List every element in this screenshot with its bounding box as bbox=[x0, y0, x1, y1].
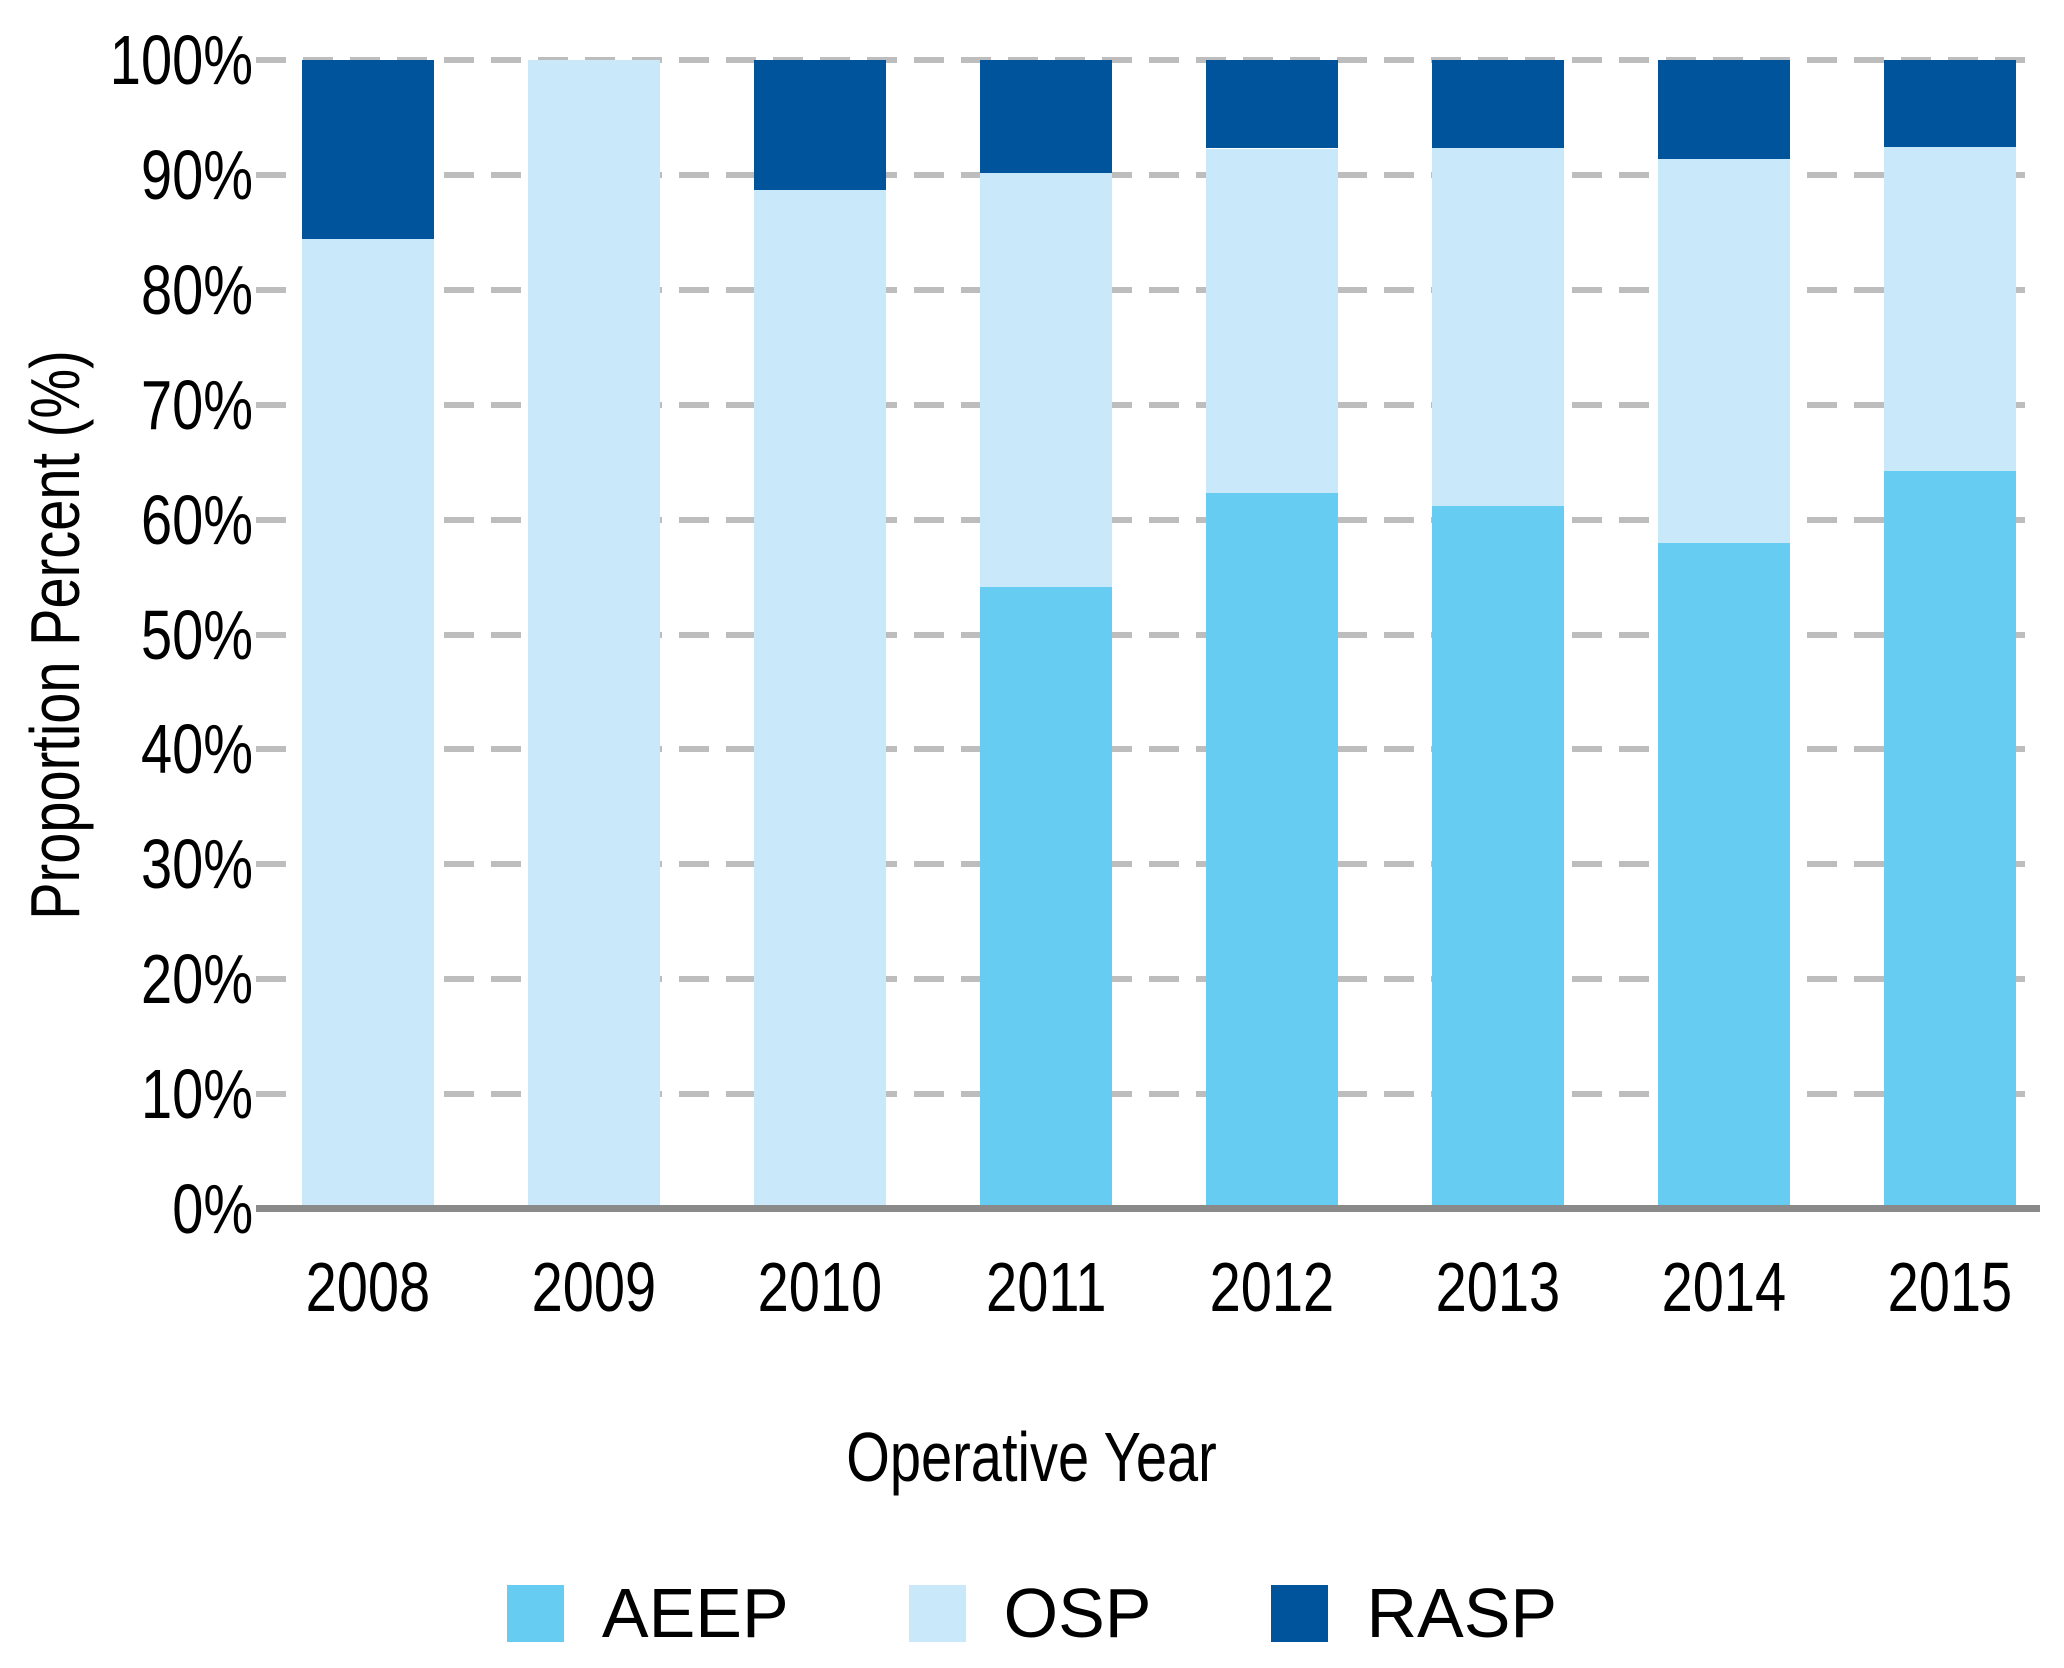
bar-segment-2015-RASP bbox=[1884, 60, 2016, 148]
bar-2015 bbox=[1884, 60, 2016, 1209]
gridline-100 bbox=[256, 57, 2040, 63]
y-tick-label-80: 80% bbox=[140, 250, 253, 329]
bar-segment-2011-RASP bbox=[980, 60, 1112, 173]
bar-2009 bbox=[528, 60, 660, 1209]
y-tick-label-20: 20% bbox=[140, 940, 253, 1019]
x-axis-title-text: Operative Year bbox=[846, 1418, 1218, 1496]
x-tick-label-2010: 2010 bbox=[757, 1248, 883, 1326]
bar-2011 bbox=[980, 60, 1112, 1209]
y-tick-label-90: 90% bbox=[140, 135, 253, 214]
bar-segment-2013-AEEP bbox=[1432, 505, 1564, 1209]
legend: AEEP OSP RASP bbox=[0, 1578, 2064, 1648]
x-tick-label-2013: 2013 bbox=[1435, 1248, 1561, 1326]
bar-2014 bbox=[1658, 60, 1790, 1209]
y-tick-label-40: 40% bbox=[140, 710, 253, 789]
legend-label-AEEP: AEEP bbox=[601, 1574, 789, 1652]
bar-2012 bbox=[1206, 60, 1338, 1209]
gridline-50 bbox=[256, 631, 2040, 638]
x-tick-label-2011: 2011 bbox=[985, 1248, 1107, 1326]
x-tick-label-2015: 2015 bbox=[1887, 1248, 2013, 1326]
legend-label-OSP: OSP bbox=[1003, 1574, 1152, 1652]
legend-item-OSP: OSP bbox=[908, 1574, 1152, 1652]
gridline-70 bbox=[256, 401, 2040, 408]
bar-segment-2012-AEEP bbox=[1206, 493, 1338, 1209]
bar-2013 bbox=[1432, 60, 1564, 1209]
y-tick-label-70: 70% bbox=[140, 365, 253, 444]
bar-segment-2008-RASP bbox=[302, 60, 434, 240]
plot-area bbox=[256, 57, 2040, 1212]
x-tick-label-2009: 2009 bbox=[531, 1248, 657, 1326]
y-tick-label-50: 50% bbox=[140, 595, 253, 674]
bar-segment-2014-RASP bbox=[1658, 60, 1790, 159]
bar-segment-2014-OSP bbox=[1658, 158, 1790, 543]
bar-segment-2013-RASP bbox=[1432, 60, 1564, 149]
bar-segment-2012-RASP bbox=[1206, 60, 1338, 149]
bar-2010 bbox=[754, 60, 886, 1209]
legend-swatch-AEEP bbox=[506, 1584, 564, 1642]
y-tick-label-10: 10% bbox=[140, 1055, 253, 1134]
x-tick-label-2008: 2008 bbox=[305, 1248, 431, 1326]
bar-2008 bbox=[302, 60, 434, 1209]
y-tick-label-60: 60% bbox=[140, 480, 253, 559]
gridline-90 bbox=[256, 171, 2040, 178]
bar-segment-2011-OSP bbox=[980, 172, 1112, 588]
bar-segment-2010-RASP bbox=[754, 60, 886, 190]
x-axis-line bbox=[256, 1205, 2040, 1212]
y-tick-label-100: 100% bbox=[109, 21, 253, 99]
bar-segment-2010-OSP bbox=[754, 189, 886, 1209]
legend-item-AEEP: AEEP bbox=[506, 1574, 789, 1652]
gridline-10 bbox=[256, 1091, 2040, 1098]
bar-segment-2015-OSP bbox=[1884, 147, 2016, 472]
bar-segment-2012-OSP bbox=[1206, 148, 1338, 494]
bar-segment-2013-OSP bbox=[1432, 148, 1564, 506]
legend-swatch-RASP bbox=[1271, 1584, 1329, 1642]
gridline-30 bbox=[256, 861, 2040, 868]
bar-segment-2009-OSP bbox=[528, 60, 660, 1209]
y-tick-label-0: 0% bbox=[172, 1170, 253, 1248]
legend-label-RASP: RASP bbox=[1366, 1574, 1558, 1652]
gridline-60 bbox=[256, 516, 2040, 523]
bar-segment-2015-AEEP bbox=[1884, 471, 2016, 1209]
x-axis-title: Operative Year bbox=[0, 1422, 2064, 1492]
gridline-20 bbox=[256, 976, 2040, 983]
legend-item-RASP: RASP bbox=[1271, 1578, 1557, 1648]
gridline-40 bbox=[256, 746, 2040, 753]
x-tick-label-2012: 2012 bbox=[1209, 1248, 1335, 1326]
y-tick-label-30: 30% bbox=[140, 825, 253, 904]
bar-segment-2008-OSP bbox=[302, 239, 434, 1209]
bar-segment-2014-AEEP bbox=[1658, 542, 1790, 1209]
gridline-80 bbox=[256, 286, 2040, 293]
bar-segment-2011-AEEP bbox=[980, 587, 1112, 1209]
legend-swatch-OSP bbox=[908, 1584, 966, 1642]
x-tick-label-2014: 2014 bbox=[1661, 1248, 1787, 1326]
